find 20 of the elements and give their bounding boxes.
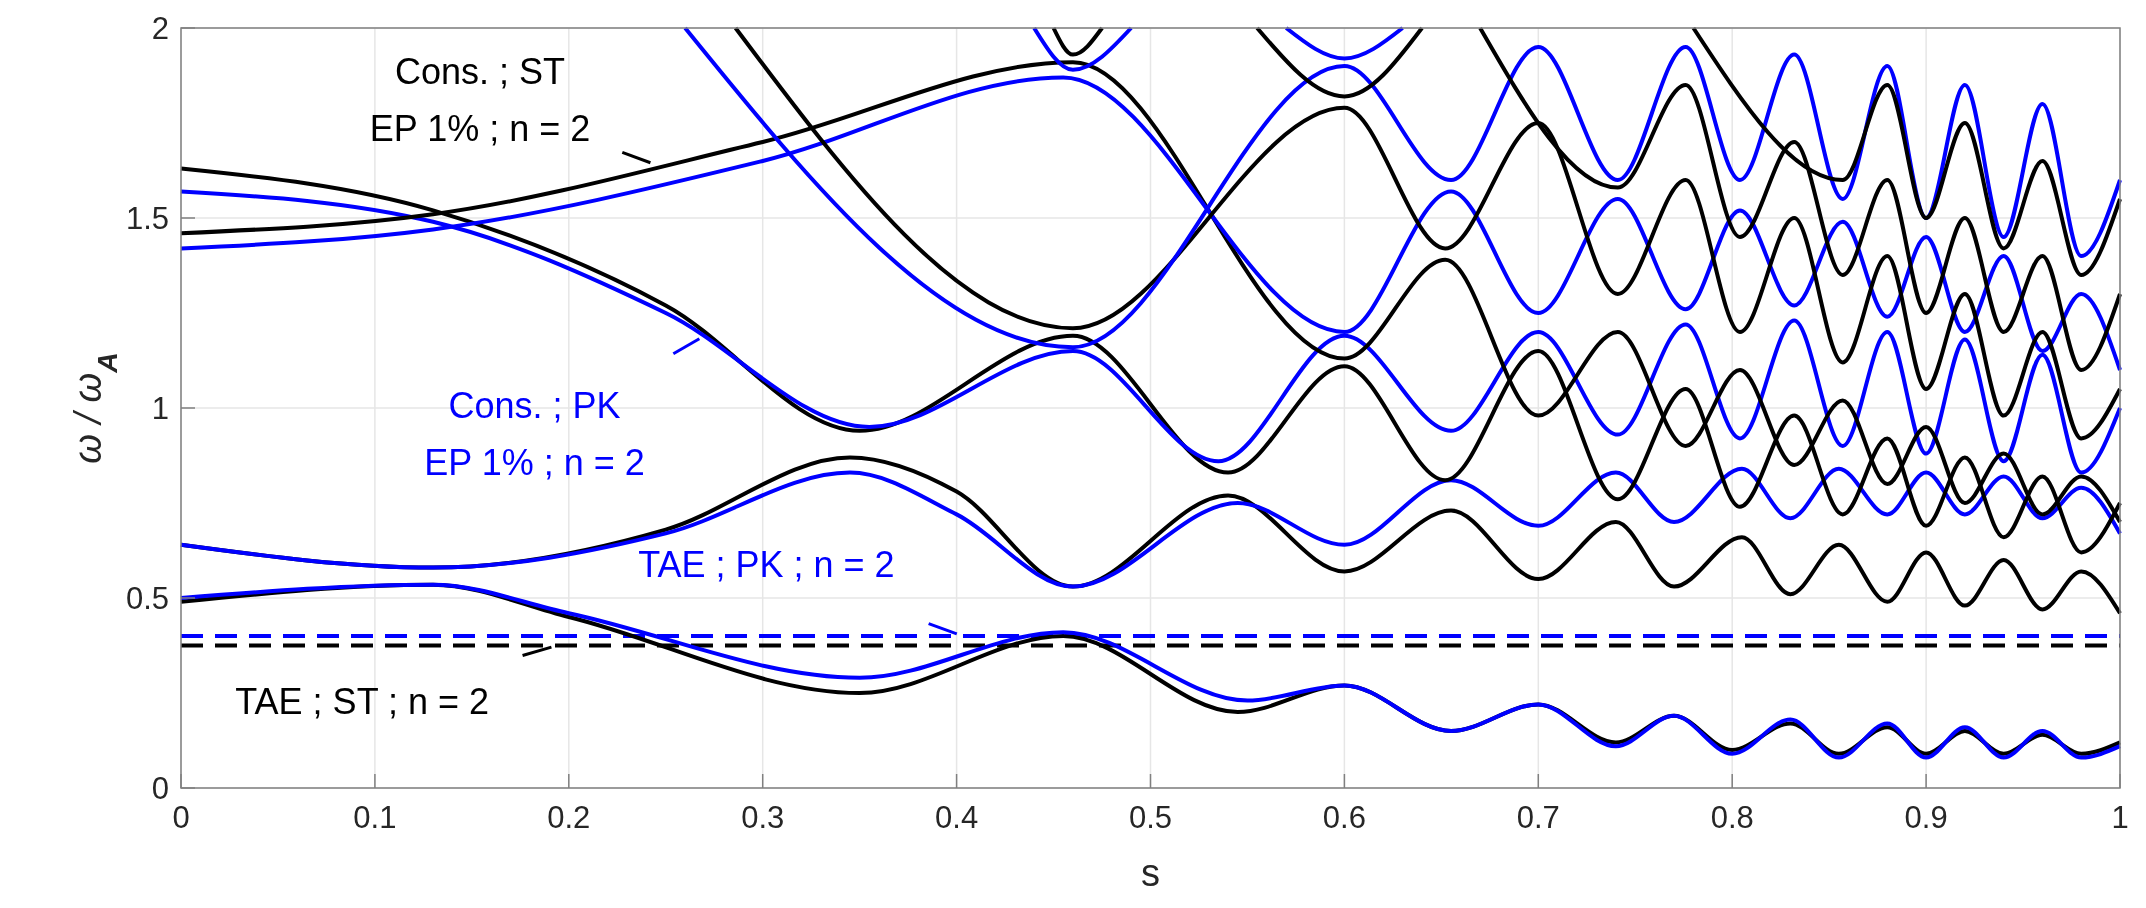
x-axis-title: s: [1141, 852, 1160, 894]
y-tick-label: 2: [151, 10, 169, 46]
y-tick-label: 1.5: [125, 200, 169, 236]
annotation: TAE ; PK ; n = 2: [638, 543, 895, 585]
x-tick-label: 0.6: [1322, 800, 1366, 835]
annotation: TAE ; ST ; n = 2: [235, 681, 490, 723]
y-tick-label: 0: [151, 770, 169, 806]
x-tick-label: 0.8: [1710, 800, 1754, 835]
y-tick-label: 0.5: [125, 580, 169, 616]
x-tick-label: 0.7: [1516, 800, 1560, 835]
x-tick-label: 0.4: [935, 800, 979, 835]
x-tick-label: 0.3: [741, 800, 785, 835]
x-tick-label: 0.9: [1904, 800, 1948, 835]
x-tick-label: 1: [2111, 800, 2129, 835]
y-tick-label: 1: [151, 390, 169, 426]
annotation: Cons. ; PK EP 1% ; n = 2: [424, 385, 645, 484]
x-tick-label: 0.1: [353, 800, 397, 835]
x-tick-label: 0.5: [1128, 800, 1173, 835]
x-tick-label: 0.2: [547, 800, 591, 835]
annotation: Cons. ; ST EP 1% ; n = 2: [369, 51, 591, 150]
